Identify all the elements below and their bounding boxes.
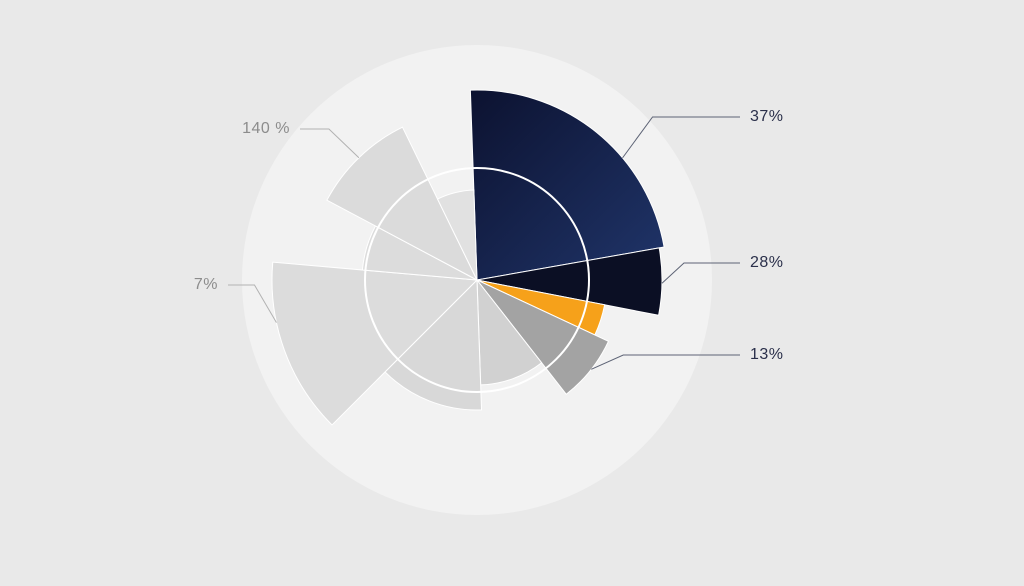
label-lbl140: 140 % [242,120,290,138]
label-lbl13: 13% [750,346,784,364]
label-lbl28: 28% [750,254,784,272]
label-lbl7: 7% [194,276,218,294]
polar-area-chart [0,0,1024,586]
label-lbl37: 37% [750,108,784,126]
chart-canvas: 37% 28% 13% 140 % 7% [0,0,1024,586]
